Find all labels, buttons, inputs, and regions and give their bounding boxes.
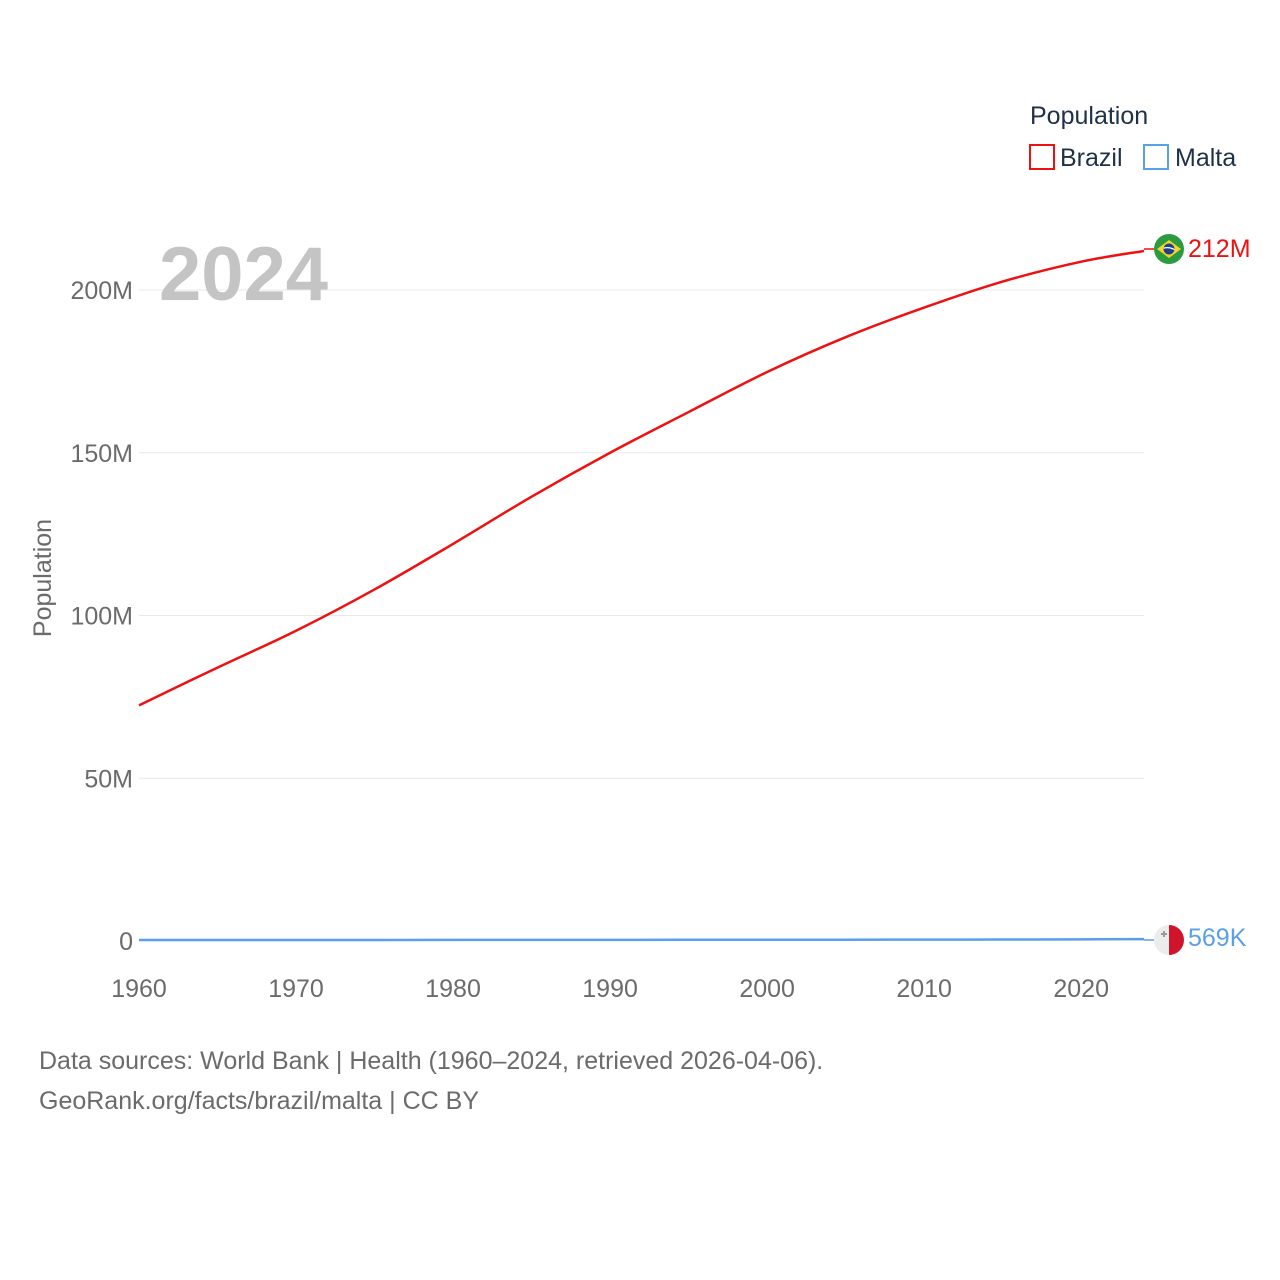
series-line-brazil: [138, 249, 1145, 707]
y-axis-ticks: 0 50M 100M 150M 200M: [70, 277, 133, 956]
legend-swatch-malta: [1143, 144, 1169, 170]
footer-sources: Data sources: World Bank | Health (1960–…: [39, 1047, 823, 1075]
legend-label-malta: Malta: [1175, 144, 1236, 172]
x-tick-label: 1980: [425, 975, 481, 1003]
legend-item-brazil[interactable]: Brazil: [1029, 144, 1123, 172]
footer-attribution[interactable]: GeoRank.org/facts/brazil/malta | CC BY: [39, 1087, 479, 1115]
malta-end-marker: 569K: [1144, 924, 1247, 955]
x-tick-label: 1960: [111, 975, 167, 1003]
series-line-malta: [138, 937, 1145, 942]
y-tick-label: 150M: [70, 440, 133, 468]
brazil-end-label: 212M: [1188, 235, 1251, 263]
gridlines: [139, 289, 1144, 779]
brazil-end-marker: 212M: [1144, 234, 1251, 264]
y-axis-title: Population: [29, 519, 57, 637]
x-tick-label: 2020: [1053, 975, 1109, 1003]
legend: Population Brazil Malta: [1029, 102, 1236, 172]
malta-flag-icon: [1154, 925, 1184, 955]
x-axis-ticks: 1960 1970 1980 1990 2000 2010 2020: [111, 975, 1109, 1003]
y-tick-label: 50M: [84, 765, 133, 793]
brazil-flag-icon: [1154, 234, 1184, 264]
x-tick-label: 1990: [582, 975, 638, 1003]
series-lines: [138, 249, 1145, 942]
y-tick-label: 100M: [70, 603, 133, 631]
legend-swatch-brazil: [1029, 144, 1055, 170]
malta-end-label: 569K: [1188, 924, 1247, 952]
y-tick-label: 0: [119, 928, 133, 956]
legend-item-malta[interactable]: Malta: [1143, 144, 1236, 172]
y-tick-label: 200M: [70, 277, 133, 305]
x-tick-label: 1970: [268, 975, 324, 1003]
legend-label-brazil: Brazil: [1060, 144, 1123, 172]
x-tick-label: 2000: [739, 975, 795, 1003]
x-tick-label: 2010: [896, 975, 952, 1003]
legend-title: Population: [1030, 102, 1148, 130]
year-label: 2024: [159, 232, 328, 317]
